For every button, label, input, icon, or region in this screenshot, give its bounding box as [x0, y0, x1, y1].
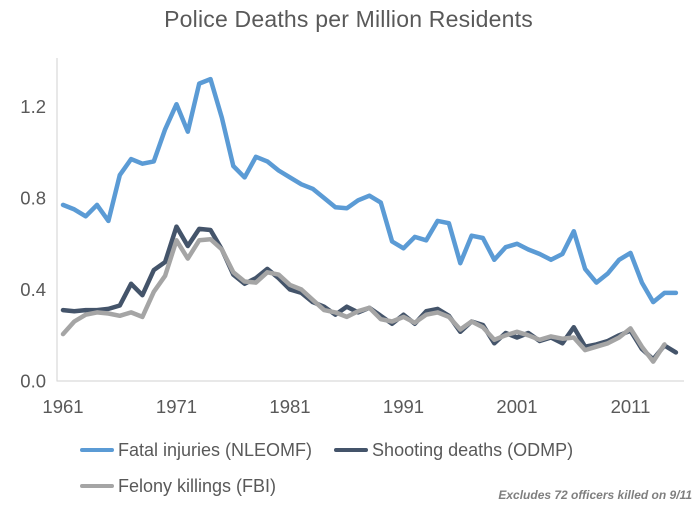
legend-label-felony-killings: Felony killings (FBI)	[118, 475, 277, 496]
legend-item-fatal-injuries: Fatal injuries (NLEOMF)	[80, 440, 312, 461]
series-lines	[60, 76, 679, 364]
x-tick-label: 1981	[269, 396, 310, 417]
shooting-deaths-line-swatch	[334, 447, 369, 453]
legend-item-shooting-deaths: Shooting deaths (ODMP)	[334, 440, 573, 461]
chart-title: Police Deaths per Million Residents	[164, 6, 533, 32]
x-tick-label: 1971	[156, 396, 197, 417]
legend-label-fatal-injuries: Fatal injuries (NLEOMF)	[118, 439, 313, 460]
y-tick-label: 0.0	[20, 371, 46, 392]
legend: Fatal injuries (NLEOMF) Shooting deaths …	[80, 437, 595, 506]
x-tick-label: 2011	[611, 396, 651, 417]
legend-item-felony-killings: Felony killings (FBI)	[80, 476, 276, 497]
legend-row-1: Fatal injuries (NLEOMF) Shooting deaths …	[80, 437, 595, 463]
y-tick-label: 1.2	[20, 96, 46, 117]
x-tick-label: 2001	[496, 396, 537, 417]
series-line-fatal-injuries-nleomf	[60, 76, 679, 305]
felony-killings-line-swatch	[80, 483, 114, 489]
legend-row-2: Felony killings (FBI)	[80, 473, 595, 499]
legend-label-shooting-deaths: Shooting deaths (ODMP)	[372, 439, 574, 460]
fatal-injuries-line-swatch	[80, 447, 114, 453]
tick-labels: 0.0 0.4 0.8 1.2 1961 1971 1981 1991 2001 2011	[20, 96, 650, 417]
y-tick-label: 0.4	[20, 279, 46, 300]
chart-note: Excludes 72 officers killed on 9/11	[498, 488, 692, 502]
x-tick-label: 1991	[383, 396, 424, 417]
x-tick-label: 1961	[42, 396, 83, 417]
y-tick-label: 0.8	[20, 188, 46, 209]
series-line-felony-killings-fbi	[60, 236, 667, 364]
